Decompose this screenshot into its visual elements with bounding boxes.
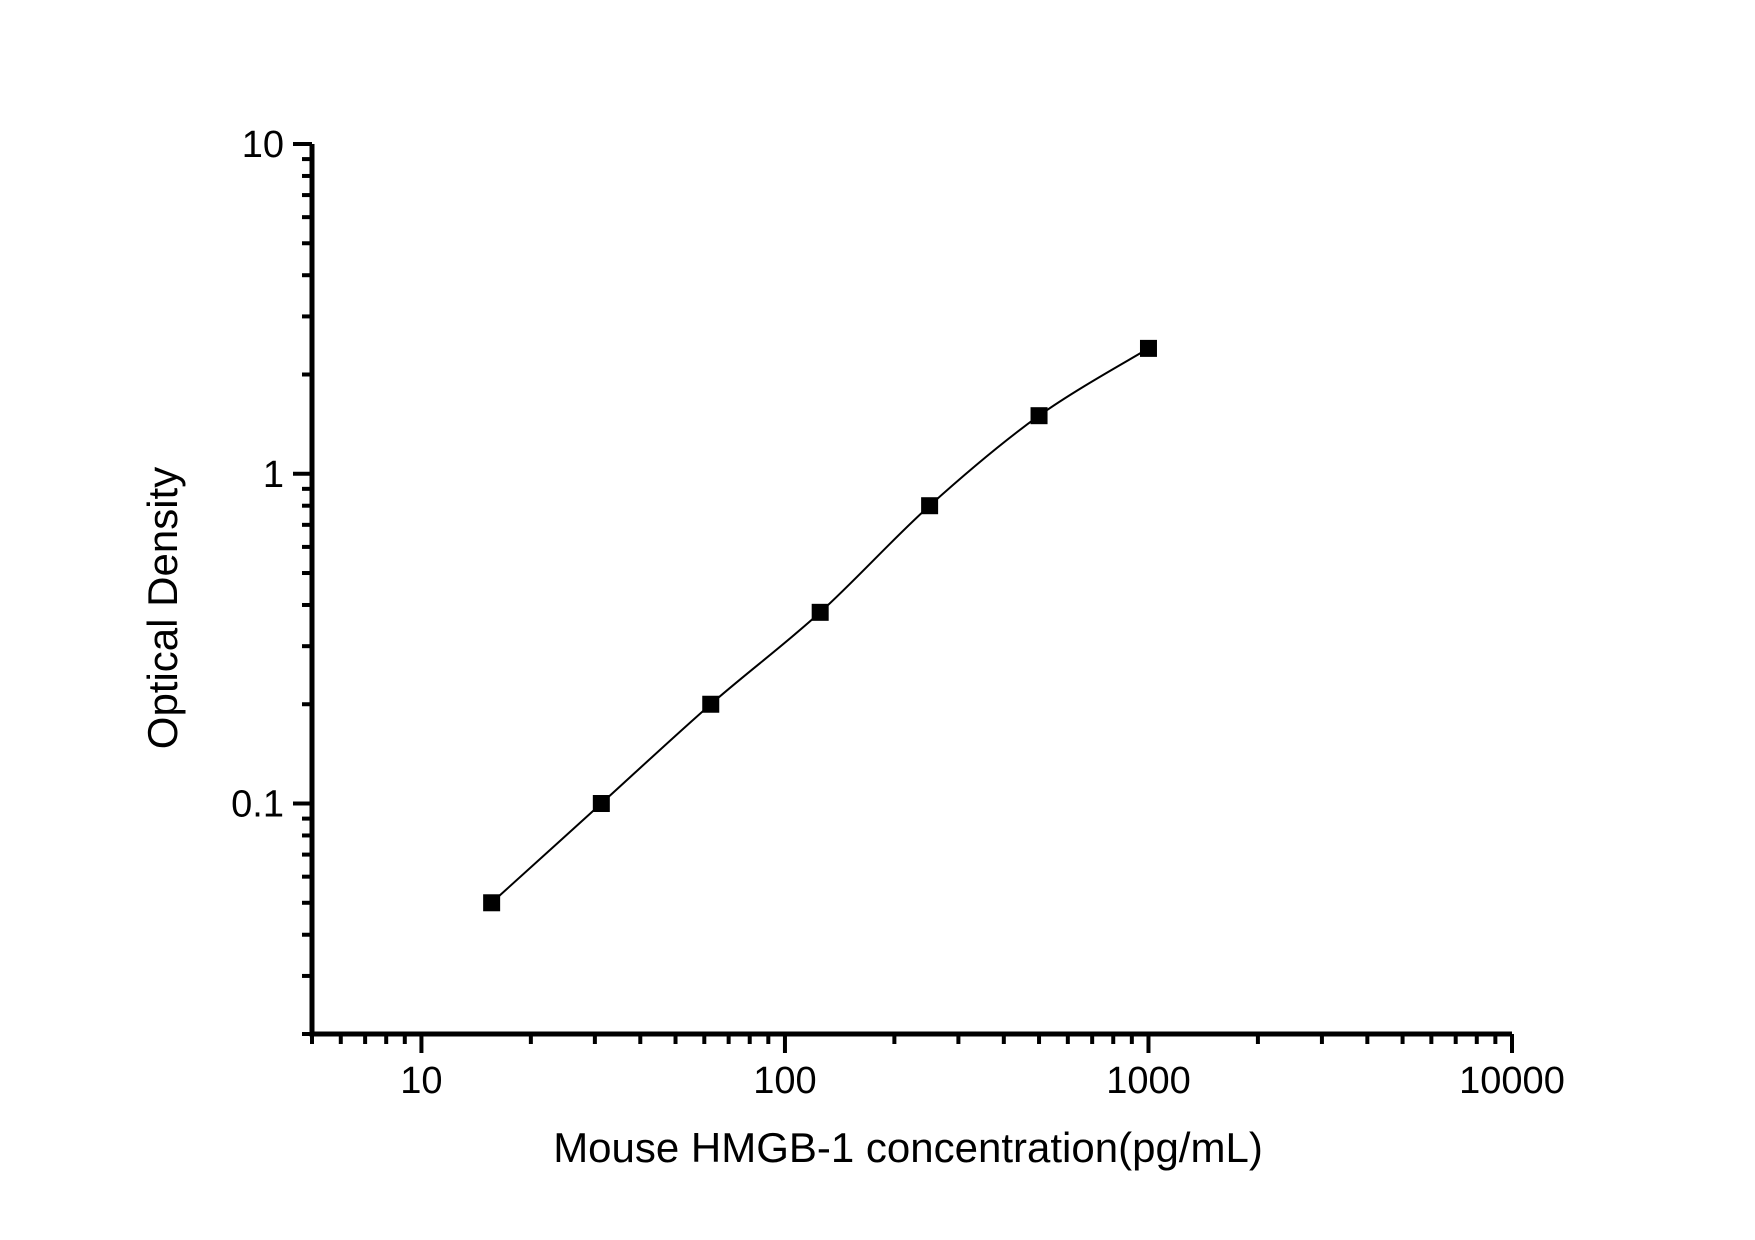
data-point-marker <box>483 894 501 912</box>
x-tick-label: 10000 <box>1459 1060 1565 1102</box>
x-tick-label: 1000 <box>1106 1060 1191 1102</box>
y-tick-label: 0.1 <box>231 784 284 826</box>
y-axis-title: Optical Density <box>139 466 186 750</box>
series-line <box>490 347 1150 904</box>
data-point-marker <box>1030 407 1048 425</box>
data-point-marker <box>811 603 829 621</box>
x-axis-title: Mouse HMGB-1 concentration(pg/mL) <box>553 1124 1263 1171</box>
data-point-marker <box>592 795 610 813</box>
x-tick-label: 10 <box>400 1060 442 1102</box>
data-point-marker <box>921 497 939 515</box>
x-tick-label: 100 <box>753 1060 816 1102</box>
data-point-marker <box>1139 339 1157 357</box>
data-point-marker <box>702 695 720 713</box>
y-tick-label: 10 <box>242 124 284 166</box>
y-tick-label: 1 <box>263 454 284 496</box>
